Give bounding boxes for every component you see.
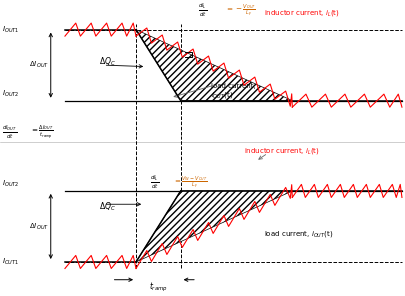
Text: $\Delta Q_C$: $\Delta Q_C$ bbox=[99, 56, 116, 68]
Text: load current,
$i_{OUT}$(t): load current, $i_{OUT}$(t) bbox=[211, 83, 255, 100]
Text: $= \frac{V_{IN} - V_{OUT}}{L_F}$: $= \frac{V_{IN} - V_{OUT}}{L_F}$ bbox=[172, 174, 207, 190]
Text: $\Delta I_{OUT}$: $\Delta I_{OUT}$ bbox=[28, 221, 49, 231]
Polygon shape bbox=[136, 191, 292, 262]
Text: load current, $i_{OUT}$(t): load current, $i_{OUT}$(t) bbox=[263, 229, 333, 239]
Text: $\frac{di_L}{dt}$: $\frac{di_L}{dt}$ bbox=[149, 173, 158, 191]
Text: $\frac{di_{OUT}}{dt}$: $\frac{di_{OUT}}{dt}$ bbox=[2, 124, 17, 141]
Text: $= \frac{\Delta I_{OUT}}{t_{ramp}}$: $= \frac{\Delta I_{OUT}}{t_{ramp}}$ bbox=[30, 123, 54, 141]
Text: inductor current, $i_L$(t): inductor current, $i_L$(t) bbox=[263, 8, 339, 18]
Text: $I_{OUT1}$: $I_{OUT1}$ bbox=[2, 25, 19, 35]
Text: $t_{ramp}$: $t_{ramp}$ bbox=[149, 281, 167, 294]
Text: $= -\frac{V_{OUT}}{L_F}$: $= -\frac{V_{OUT}}{L_F}$ bbox=[225, 2, 256, 18]
Text: $I_{OUT2}$: $I_{OUT2}$ bbox=[2, 89, 19, 99]
Text: $I_{CUT1}$: $I_{CUT1}$ bbox=[2, 257, 19, 267]
Text: inductor current, $i_L$(t): inductor current, $i_L$(t) bbox=[243, 146, 319, 156]
Text: $I_{OUT2}$: $I_{OUT2}$ bbox=[2, 179, 19, 189]
Text: $\Delta I_{OUT}$: $\Delta I_{OUT}$ bbox=[28, 60, 49, 70]
Polygon shape bbox=[136, 30, 292, 101]
Text: $\frac{di_L}{dt}$: $\frac{di_L}{dt}$ bbox=[198, 2, 207, 19]
Text: $\Delta Q_C$: $\Delta Q_C$ bbox=[99, 201, 116, 213]
